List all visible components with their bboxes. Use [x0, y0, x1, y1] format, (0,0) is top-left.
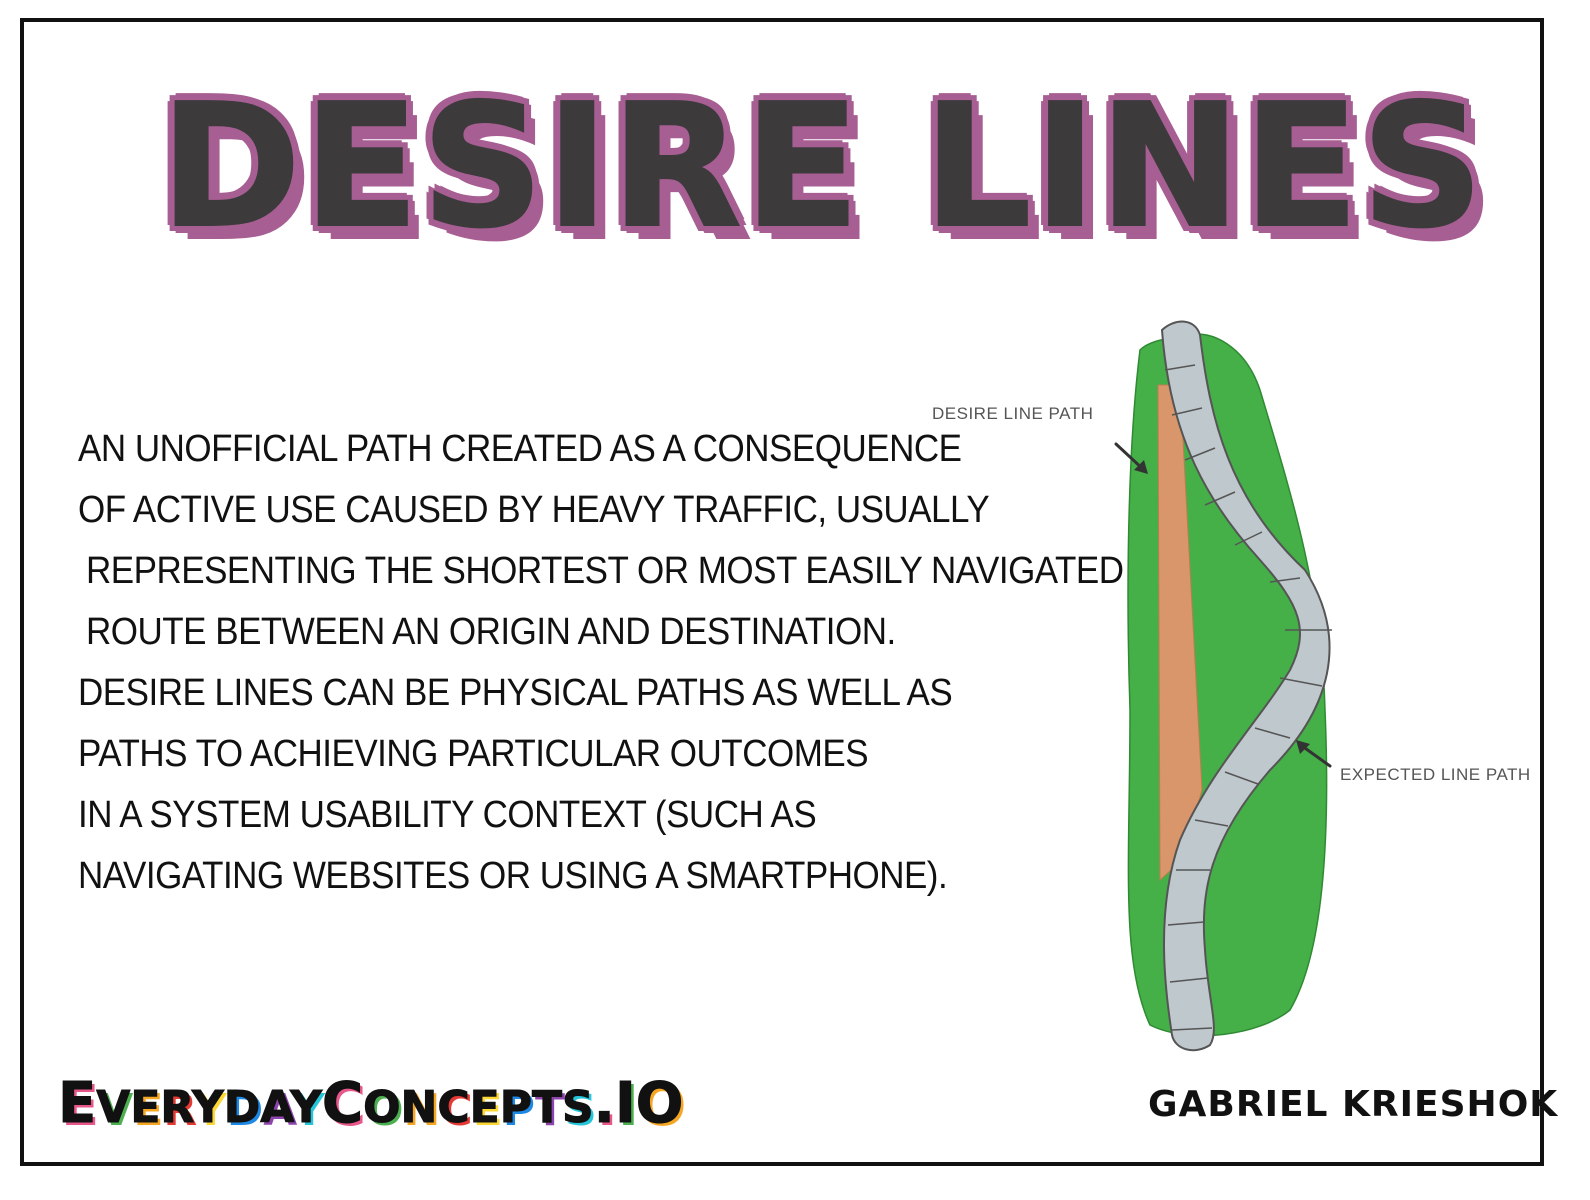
path-segment	[1269, 577, 1301, 583]
desire-line-label: DESIRE LINE PATH	[932, 404, 1094, 423]
desire-line-illustration	[1127, 320, 1332, 1052]
brand-letter: E	[130, 1082, 161, 1134]
path-segment	[1279, 677, 1323, 687]
brand-letter: D	[223, 1082, 261, 1134]
arrow-icon	[1114, 442, 1148, 474]
brand-logo: EVERYDAYCONCEPTS.IO	[57, 1064, 684, 1144]
expected-path	[1160, 320, 1331, 1052]
brand-letter: E	[469, 1082, 500, 1134]
definition-line: OF ACTIVE USE CAUSED BY HEAVY TRAFFIC, U…	[78, 488, 990, 531]
path-segment	[1167, 921, 1205, 926]
brand-letter: Y	[191, 1082, 224, 1134]
brand-letter: O	[635, 1071, 684, 1137]
path-segment	[1234, 531, 1263, 546]
brand-letter: N	[400, 1082, 438, 1134]
page-title: DESIRE LINES	[159, 67, 1486, 267]
definition-line: NAVIGATING WEBSITES OR USING A SMARTPHON…	[78, 854, 948, 897]
arrow-icon	[1296, 740, 1332, 768]
path-segment	[1194, 819, 1229, 827]
path-segment	[1171, 1027, 1213, 1031]
definition-line: PATHS TO ACHIEVING PARTICULAR OUTCOMES	[78, 732, 869, 775]
path-segment	[1224, 771, 1259, 785]
definition-line: IN A SYSTEM USABILITY CONTEXT (SUCH AS	[78, 793, 817, 836]
brand-letter: C	[437, 1082, 470, 1134]
definition-line: AN UNOFFICIAL PATH CREATED AS A CONSEQUE…	[78, 427, 962, 470]
brand-letter: O	[363, 1082, 401, 1134]
brand-letter: C	[321, 1071, 364, 1137]
definition-text: AN UNOFFICIAL PATH CREATED AS A CONSEQUE…	[78, 418, 1124, 906]
path-segment	[1164, 364, 1196, 371]
brand-letter: Y	[290, 1082, 323, 1134]
definition-line: DESIRE LINES CAN BE PHYSICAL PATHS AS WE…	[78, 671, 953, 714]
brand-letter: T	[531, 1082, 562, 1134]
brand-letter: V	[96, 1082, 131, 1134]
path-segment	[1204, 491, 1236, 506]
path-segment	[1254, 727, 1291, 739]
brand-letter: E	[57, 1071, 97, 1137]
author-name: GABRIEL KRIESHOK	[1148, 1084, 1559, 1125]
brand-letter: I	[614, 1071, 636, 1137]
definition-line: ROUTE BETWEEN AN ORIGIN AND DESTINATION.	[86, 610, 896, 653]
brand-letter: A	[260, 1082, 291, 1134]
expected-line-label: EXPECTED LINE PATH	[1340, 765, 1531, 784]
brand-letter: .	[593, 1071, 615, 1137]
brand-letter: S	[561, 1082, 594, 1134]
definition-line: REPRESENTING THE SHORTEST OR MOST EASILY…	[86, 549, 1124, 592]
path-segment	[1184, 447, 1216, 461]
page-frame	[20, 18, 1544, 1166]
path-segment	[1169, 977, 1209, 983]
brand-letter: R	[160, 1082, 193, 1134]
path-segment	[1171, 407, 1203, 416]
brand-letter: P	[499, 1082, 532, 1134]
